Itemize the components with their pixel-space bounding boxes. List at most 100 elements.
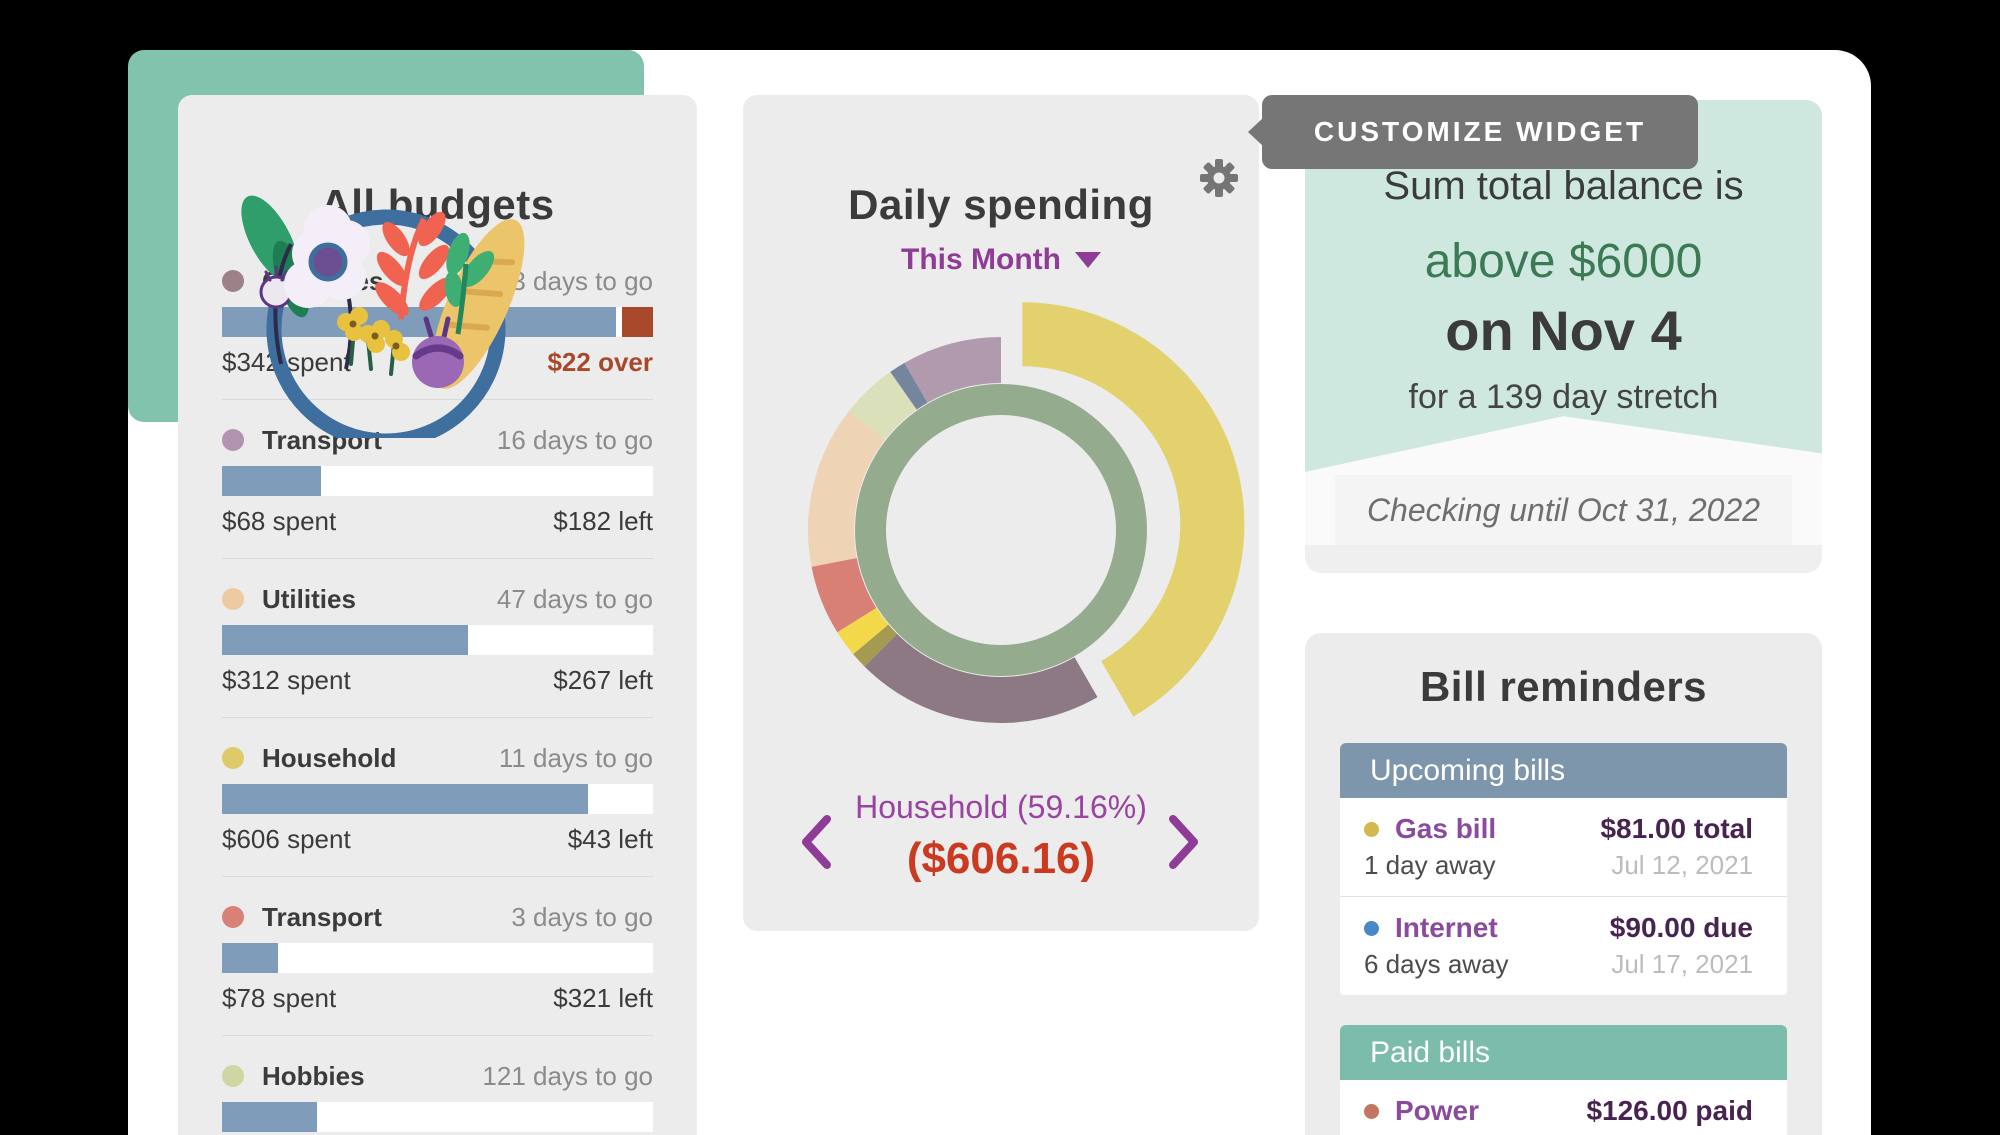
dashboard-canvas: All budgets Groceries3 days to go$342 sp… (128, 50, 1871, 1135)
category-name: Household (262, 742, 397, 773)
bills-title: Bill reminders (1419, 663, 1708, 710)
balance-line-4: for a 139 day stretch (1408, 378, 1719, 416)
budget-over-segment (621, 307, 653, 337)
category-dot (222, 1065, 244, 1087)
donut-segment-peach[interactable] (807, 411, 886, 567)
bill-row-power: Power $126.00 paid (1340, 1080, 1787, 1135)
bills-list: Power $126.00 paid (1340, 1080, 1787, 1135)
bill-amount: $90.00 due (1609, 912, 1753, 943)
budget-item-transport-4: Transport 3 days to go $78 spent $321 left (222, 899, 653, 1013)
budget-progress-fill (222, 625, 468, 655)
promo-panel (128, 50, 644, 438)
bill-date: Jul 12, 2021 (1611, 849, 1753, 880)
selection-amount: ($606.16) (906, 834, 1096, 883)
budget-progress-fill (222, 784, 589, 814)
bills-section-header-paid-bills: Paid bills (1340, 1025, 1787, 1080)
divider (222, 717, 653, 718)
balance-line-3: on Nov 4 (1445, 299, 1682, 362)
donut-inner-ring (855, 384, 1147, 676)
category-name: Utilities (262, 583, 356, 614)
amount-left: $43 left (567, 823, 653, 854)
divider (222, 876, 653, 877)
donut-segment-yellow-sm[interactable] (837, 607, 889, 655)
budget-progress-bar (222, 1102, 653, 1132)
budget-progress-bar (222, 943, 653, 973)
budget-progress-bar (222, 784, 653, 814)
donut-segment-lavender[interactable] (904, 337, 1002, 403)
previous-category-arrow[interactable] (797, 812, 837, 872)
category-dot (222, 747, 244, 769)
spending-donut-chart[interactable] (742, 270, 1260, 790)
budget-item-household-3: Household 11 days to go $606 spent $43 left (222, 740, 653, 854)
donut-segment-slate[interactable] (890, 362, 928, 410)
budget-progress-fill (222, 466, 322, 496)
amount-spent: $312 spent (222, 664, 351, 695)
budget-progress-fill (222, 943, 279, 973)
gear-icon[interactable] (1200, 159, 1238, 197)
bill-date: Jul 17, 2021 (1611, 948, 1753, 979)
bills-body: Upcoming bills Gas bill $81.00 total 1 day … (1340, 743, 1787, 1135)
balance-forecast-card: Sum total balance is above $6000 on Nov … (1305, 100, 1822, 573)
budget-progress-fill (222, 307, 617, 337)
divider (222, 558, 653, 559)
balance-footnote: Checking until Oct 31, 2022 (1366, 491, 1761, 528)
bills-section-header-upcoming-bills: Upcoming bills (1340, 743, 1787, 798)
budget-item-hobbies-5: Hobbies 121 days to go (222, 1058, 653, 1135)
balance-line-2: above $6000 (1424, 235, 1703, 288)
donut-segment-salmon[interactable] (811, 558, 877, 633)
bill-amount: $126.00 paid (1586, 1095, 1753, 1126)
bill-dot (1364, 920, 1379, 936)
bills-list: Gas bill $81.00 total 1 day away Jul 12, 20… (1340, 798, 1787, 995)
balance-footnote-box: Checking until Oct 31, 2022 (1335, 475, 1792, 545)
budget-progress-bar (222, 466, 653, 496)
divider (222, 1035, 653, 1036)
tooltip-label: CUSTOMIZE WIDGET (1313, 116, 1647, 147)
bill-days-away: 6 days away (1364, 948, 1509, 979)
amount-spent: $606 spent (222, 823, 351, 854)
donut-segment-mauve[interactable] (864, 633, 1098, 723)
period-label: This Month (901, 243, 1061, 276)
next-category-arrow[interactable] (1163, 812, 1203, 872)
bill-name: Power (1395, 1095, 1480, 1126)
budget-progress-fill (222, 1102, 317, 1132)
bill-name: Internet (1395, 912, 1498, 943)
bill-amount: $81.00 total (1600, 813, 1753, 844)
amount-spent: $78 spent (222, 982, 337, 1013)
days-to-go: 16 days to go (496, 424, 653, 455)
amount-left: $267 left (553, 664, 653, 695)
category-name: Hobbies (262, 1060, 365, 1091)
days-to-go: 3 days to go (511, 901, 653, 932)
bill-days-away: 1 day away (1364, 849, 1496, 880)
donut-selection: Household (59.16%) ($606.16) (743, 789, 1259, 884)
days-to-go: 121 days to go (482, 1060, 653, 1091)
category-dot (222, 588, 244, 610)
days-to-go: 47 days to go (496, 583, 653, 614)
days-to-go: 11 days to go (498, 742, 653, 773)
bill-dot (1364, 821, 1379, 837)
basket-illustration (241, 195, 525, 438)
amount-left: $182 left (553, 505, 653, 536)
category-name: Transport (262, 901, 382, 932)
bill-row-internet: Internet $90.00 due 6 days away Jul 17, 202… (1340, 897, 1787, 995)
bill-row-gas-bill: Gas bill $81.00 total 1 day away Jul 12, 20… (1340, 798, 1787, 896)
donut-segment-household[interactable] (1022, 302, 1245, 717)
chevron-down-icon (1074, 252, 1101, 268)
budget-progress-bar (222, 625, 653, 655)
bill-reminders-card: Bill reminders Upcoming bills Gas bill $81… (1305, 633, 1822, 1135)
amount-left: $321 left (553, 982, 653, 1013)
category-dot (222, 270, 244, 292)
category-dot (222, 429, 244, 451)
bill-name: Gas bill (1395, 813, 1497, 844)
period-selector[interactable]: This Month (743, 243, 1259, 277)
category-dot (222, 906, 244, 928)
balance-line-1: Sum total balance is (1383, 164, 1744, 208)
spending-title: Daily spending (848, 181, 1154, 228)
selection-label: Household (59.16%) (855, 789, 1147, 825)
tooltip-arrow-icon (1248, 117, 1264, 147)
donut-segment-olive[interactable] (853, 624, 898, 667)
amount-spent: $68 spent (222, 505, 337, 536)
donut-segment-pale-green[interactable] (848, 371, 917, 440)
daily-spending-panel: Daily spending This Month Household (59.… (743, 95, 1259, 931)
bill-dot (1364, 1103, 1379, 1119)
divider (222, 399, 653, 400)
